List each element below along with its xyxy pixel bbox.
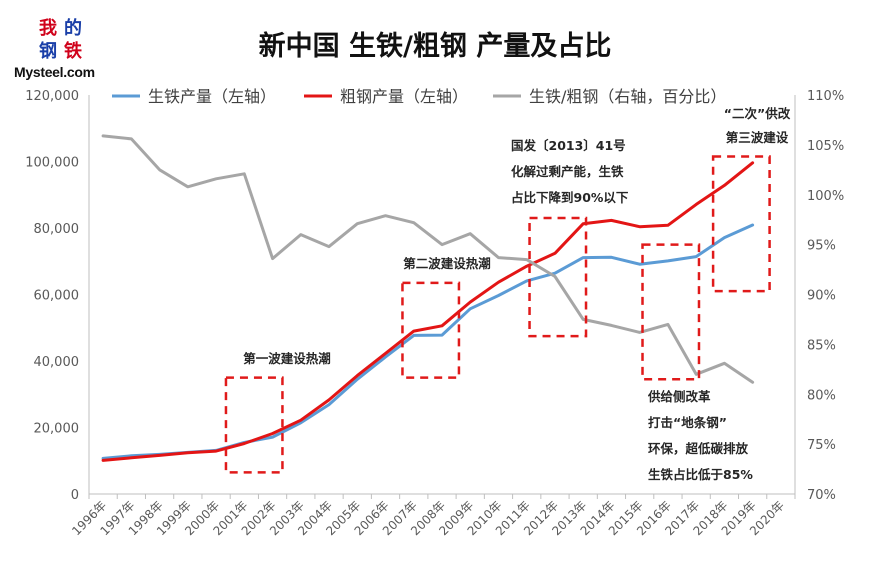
annotation-box <box>641 243 701 381</box>
annotation-text: 第三波建设 <box>726 130 789 145</box>
series-line <box>101 161 755 462</box>
logo-text: Mysteel.com <box>14 64 95 80</box>
legend-label: 粗钢产量（左轴） <box>340 87 468 106</box>
annotation-text: 占比下降到90%以下 <box>511 190 629 205</box>
y-right-tick-label: 95% <box>807 239 836 254</box>
y-right-tick-label: 105% <box>807 139 844 154</box>
annotation-box <box>224 376 284 474</box>
annotations: 第一波建设热潮 第二波建设热潮 国发〔2013〕41号化解过剩产能，生铁占比下降到9… <box>224 106 791 482</box>
annotation-text: 第一波建设热潮 <box>243 351 331 366</box>
y-left-tick-label: 120,000 <box>25 89 79 104</box>
legend-label: 生铁/粗钢（右轴，百分比） <box>529 87 726 106</box>
annotation-box <box>711 155 771 293</box>
y-left-tick-label: 0 <box>71 488 79 503</box>
y-right-tick-label: 100% <box>807 189 844 204</box>
annotation-text: 第二波建设热潮 <box>403 256 491 271</box>
series-line <box>101 134 755 384</box>
annotation-text: 国发〔2013〕41号 <box>511 138 626 153</box>
y-left-tick-label: 60,000 <box>34 289 80 304</box>
y-right-tick-label: 75% <box>807 438 836 453</box>
logo-char: 钢 <box>39 41 57 62</box>
annotation-text: 打击“地条钢” <box>648 415 727 430</box>
y-right-tick-label: 80% <box>807 388 836 403</box>
mysteel-logo: 我 的 钢 铁 Mysteel.com <box>14 18 124 82</box>
logo-char: 铁 <box>64 41 82 62</box>
annotation-text: 生铁占比低于85% <box>648 467 753 482</box>
annotation-box <box>528 216 588 338</box>
chart-title: 新中国 生铁/粗钢 产量及占比 <box>259 30 612 62</box>
y-left-tick-label: 20,000 <box>34 422 80 437</box>
logo-char: 我 <box>39 18 57 39</box>
logo-characters: 我 的 钢 铁 <box>36 18 85 63</box>
y-right-tick-label: 70% <box>807 488 836 503</box>
annotation-text: 供给侧改革 <box>647 389 711 404</box>
legend: 生铁产量（左轴） 粗钢产量（左轴） 生铁/粗钢（右轴，百分比） <box>112 87 726 106</box>
legend-label: 生铁产量（左轴） <box>148 87 276 106</box>
y-left-tick-label: 100,000 <box>25 156 79 171</box>
y-right-tick-label: 110% <box>807 89 844 104</box>
y-left-tick-label: 40,000 <box>34 355 80 370</box>
annotation-text: 环保，超低碳排放 <box>648 441 749 456</box>
y-right-tick-label: 85% <box>807 338 836 353</box>
series-lines <box>101 134 755 462</box>
annotation-box <box>401 281 461 379</box>
annotation-text: 化解过剩产能，生铁 <box>511 164 624 179</box>
logo-char: 的 <box>64 18 82 39</box>
y-left-tick-label: 80,000 <box>34 222 80 237</box>
y-right-tick-label: 90% <box>807 289 836 304</box>
annotation-text: “二次”供改 <box>724 106 791 121</box>
